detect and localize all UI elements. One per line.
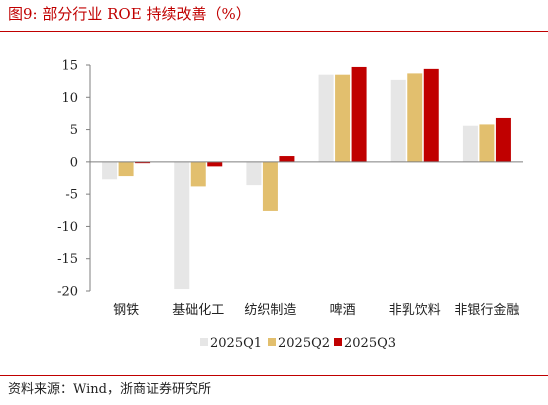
- bar-2025q2-5: [479, 124, 495, 162]
- legend-swatch-0: [200, 338, 208, 346]
- legend-swatch-1: [268, 338, 276, 346]
- bar-2025q1-4: [390, 79, 406, 162]
- y-tick-label-2: 5: [70, 123, 78, 138]
- chart-title: 图9: 部分行业 ROE 持续改善（%）: [8, 5, 251, 23]
- bar-2025q3-5: [495, 117, 511, 162]
- bar-2025q2-3: [335, 74, 351, 162]
- bar-2025q1-5: [462, 125, 478, 162]
- x-category-label-5: 非银行金融: [454, 302, 519, 318]
- legend-label-1: 2025Q2: [278, 336, 330, 351]
- y-tick-label-5: -10: [57, 220, 78, 235]
- y-tick-label-0: 15: [61, 59, 78, 74]
- y-tick-label-1: 10: [61, 91, 78, 106]
- y-tick-label-3: 0: [70, 155, 78, 170]
- x-category-label-4: 非乳饮料: [389, 303, 441, 318]
- x-category-label-2: 纺织制造: [244, 303, 296, 318]
- bar-2025q2-1: [190, 161, 206, 187]
- bar-2025q3-3: [351, 66, 367, 162]
- bar-2025q3-4: [423, 68, 439, 162]
- x-category-label-0: 钢铁: [113, 303, 139, 318]
- x-category-label-1: 基础化工: [172, 303, 224, 318]
- bar-2025q2-4: [407, 73, 423, 162]
- bar-2025q1-1: [174, 161, 190, 290]
- bar-2025q1-2: [246, 161, 262, 186]
- legend-label-0: 2025Q1: [210, 336, 262, 351]
- legend-swatch-2: [334, 338, 342, 346]
- y-tick-label-6: -15: [57, 252, 78, 267]
- bar-2025q2-2: [262, 161, 278, 211]
- source-note: 资料来源：Wind，浙商证券研究所: [8, 382, 211, 397]
- y-tick-label-7: -20: [57, 285, 78, 300]
- title-divider: [0, 31, 548, 32]
- bar-2025q2-0: [118, 161, 134, 177]
- bar-2025q1-3: [318, 74, 334, 162]
- y-tick-label-4: -5: [65, 188, 78, 203]
- source-divider: [0, 375, 548, 376]
- legend-label-2: 2025Q3: [344, 336, 396, 351]
- bar-2025q1-0: [102, 161, 118, 180]
- bar-2025q3-1: [207, 161, 223, 167]
- bar-2025q3-0: [135, 161, 151, 164]
- x-category-label-3: 啤酒: [330, 303, 356, 318]
- bar-2025q3-2: [279, 156, 295, 162]
